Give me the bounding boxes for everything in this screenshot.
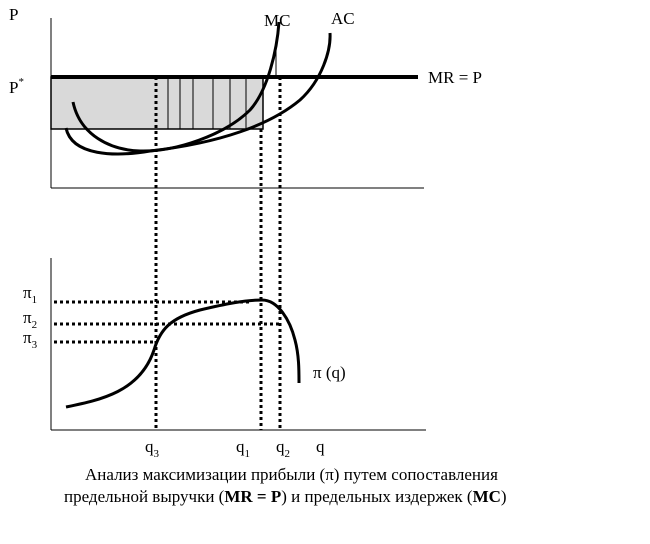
mc-curve (71, 21, 281, 153)
profit-curve (65, 298, 301, 409)
top-chart: P P* MC AC MR = P (9, 5, 482, 189)
profit-hatching (167, 77, 247, 129)
q1-label: q1 (236, 437, 250, 460)
caption-line-1: Анализ максимизации прибыли (π) путем со… (85, 465, 498, 484)
caption: Анализ максимизации прибыли (π) путем со… (64, 465, 507, 506)
ac-label: AC (331, 9, 355, 28)
pi3-label: π3 (23, 328, 38, 351)
q3-label: q3 (145, 437, 160, 460)
pi2-label: π2 (23, 308, 37, 331)
price-label: P* (9, 76, 24, 97)
bottom-chart: π1 π2 π3 π (q) q3 q1 q2 q (23, 258, 426, 460)
pi1-label: π1 (23, 283, 37, 306)
caption-line-2: предельной выручки (MR = P) и предельных… (64, 487, 507, 506)
mr-label: MR = P (428, 68, 482, 87)
profit-curve-label: π (q) (313, 363, 346, 382)
x-axis-label: q (316, 437, 325, 456)
mc-label: MC (264, 11, 290, 30)
ac-curve (64, 32, 332, 156)
q2-label: q2 (276, 437, 290, 460)
quantity-guides (154, 77, 282, 430)
top-y-axis-label: P (9, 5, 18, 24)
